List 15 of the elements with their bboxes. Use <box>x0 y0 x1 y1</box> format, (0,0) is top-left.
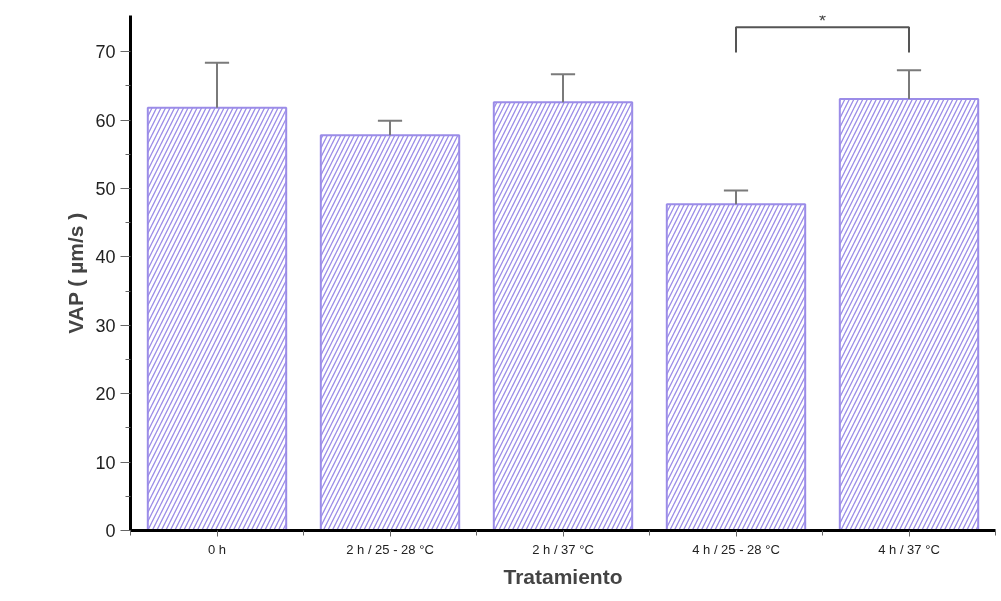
y-tick-label: 50 <box>95 179 116 200</box>
x-tick-label: 4 h / 37 °C <box>878 541 940 557</box>
y-tick-label: 40 <box>95 247 116 268</box>
x-axis-title: Tratamiento <box>503 564 623 588</box>
y-tick-label: 60 <box>95 110 116 131</box>
y-axis-title: VAP ( µm/s ) <box>64 212 88 334</box>
y-tick-label: 10 <box>95 452 116 473</box>
y-tick-label: 20 <box>95 384 116 405</box>
x-tick-label: 2 h / 37 °C <box>532 541 594 557</box>
x-tick-label: 0 h <box>207 541 227 557</box>
y-tick-label: 30 <box>95 315 116 336</box>
x-tick-label: 4 h / 25 - 28 °C <box>692 541 780 557</box>
y-tick-label: 70 <box>95 42 116 63</box>
x-tick-label: 2 h / 25 - 28 °C <box>346 541 434 557</box>
y-tick-label: 0 <box>105 521 116 541</box>
